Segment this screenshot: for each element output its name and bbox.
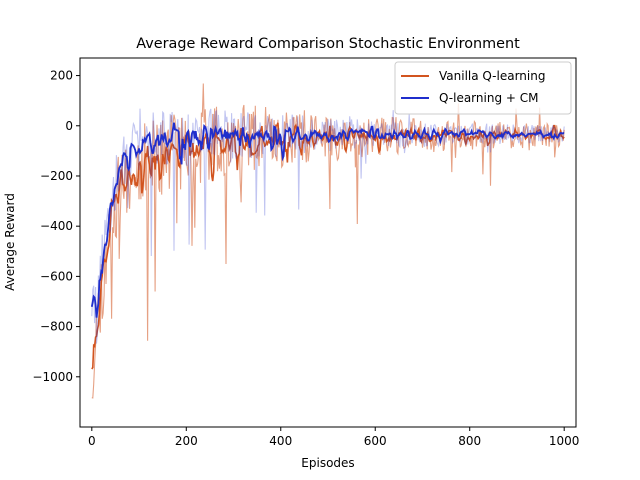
x-tick-label: 200 — [175, 434, 198, 448]
plot-frame — [79, 57, 577, 428]
y-tick-label: 200 — [50, 69, 73, 83]
y-tick-label: −400 — [40, 219, 73, 233]
x-tick-label: 0 — [88, 434, 96, 448]
legend: Vanilla Q-learning Q-learning + CM — [394, 61, 572, 115]
y-tick-label: −200 — [40, 169, 73, 183]
y-tick-label: −600 — [40, 269, 73, 283]
y-tick-label: −1000 — [32, 370, 73, 384]
legend-box — [394, 61, 572, 115]
x-tick-label: 800 — [458, 434, 481, 448]
series-q-learning-cm-raw-line — [91, 108, 565, 344]
x-tick-label: 600 — [364, 434, 387, 448]
chart-title: Average Reward Comparison Stochastic Env… — [136, 36, 520, 52]
series-layer — [90, 83, 565, 399]
legend-label-vanilla-q-learning: Vanilla Q-learning — [439, 69, 545, 83]
series-q-learning-cm-line — [90, 122, 565, 318]
y-tick-label: 0 — [65, 119, 73, 133]
y-tick-label: −800 — [40, 320, 73, 334]
y-axis: 200 0 −200 −400 −600 −800 −1000 — [32, 69, 80, 384]
legend-label-q-learning-cm: Q-learning + CM — [439, 91, 538, 105]
x-tick-label: 1000 — [549, 434, 580, 448]
x-axis: 0 200 400 600 800 1000 — [88, 427, 579, 448]
x-tick-label: 400 — [269, 434, 292, 448]
y-axis-title: Average Reward — [3, 193, 17, 291]
x-axis-title: Episodes — [301, 456, 354, 470]
